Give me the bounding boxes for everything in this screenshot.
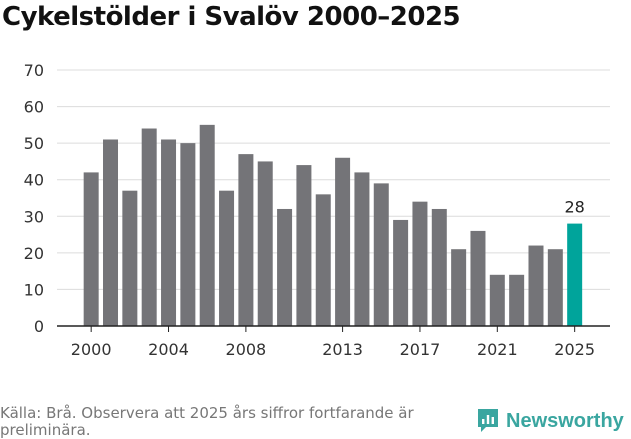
bar-2006: [199, 124, 215, 326]
newsworthy-logo-icon: [478, 409, 498, 432]
bar-2013: [335, 157, 351, 326]
data-labels: 28: [564, 198, 584, 217]
x-tick-label: 2013: [322, 340, 363, 359]
bar-2008: [238, 154, 254, 326]
brand-logo: Newsworthy: [476, 407, 624, 435]
y-tick-label: 70: [24, 61, 44, 80]
bar-2024: [547, 249, 563, 326]
y-tick-label: 30: [24, 207, 44, 226]
x-tick-label: 2021: [477, 340, 518, 359]
bar-2002: [122, 190, 138, 326]
bar-2009: [257, 161, 273, 326]
bar-2007: [219, 190, 235, 326]
source-note: Källa: Brå. Observera att 2025 års siffr…: [0, 404, 414, 439]
data-label-2025: 28: [564, 198, 584, 217]
bar-2001: [103, 139, 119, 326]
x-tick-label: 2008: [226, 340, 267, 359]
bar-2010: [277, 208, 293, 326]
bar-2003: [141, 128, 157, 326]
y-tick-label: 60: [24, 98, 44, 117]
grid-lines: [57, 69, 610, 290]
x-tick-label: 2004: [148, 340, 189, 359]
bar-2015: [373, 183, 389, 326]
y-tick-label: 0: [34, 317, 44, 336]
bar-2023: [528, 245, 544, 326]
bar-2022: [509, 274, 525, 326]
bar-2014: [354, 172, 370, 326]
bar-2012: [315, 194, 331, 326]
bar-2021: [489, 274, 505, 326]
bar-2025: [567, 223, 583, 326]
bars: [83, 124, 583, 326]
x-tick-label: 2017: [400, 340, 441, 359]
x-axis-tick-labels: 2000 2004 2008 2013 2017 2021 2025: [71, 326, 595, 359]
y-tick-label: 20: [24, 244, 44, 263]
bar-2000: [83, 172, 99, 326]
bar-2018: [431, 208, 447, 326]
brand-name: Newsworthy: [506, 409, 624, 432]
bar-2005: [180, 143, 196, 326]
bar-2011: [296, 165, 312, 326]
y-tick-label: 50: [24, 134, 44, 153]
bar-2017: [412, 201, 428, 326]
chart-title: Cykelstölder i Svalöv 2000–2025: [2, 2, 461, 32]
y-tick-label: 10: [24, 280, 44, 299]
x-tick-label: 2000: [71, 340, 112, 359]
y-axis-tick-labels: 0 10 20 30 40 50 60 70: [24, 61, 44, 336]
x-tick-label: 2025: [554, 340, 595, 359]
bar-2016: [393, 219, 409, 326]
bar-2004: [161, 139, 177, 326]
bar-2019: [451, 249, 467, 326]
bar-2020: [470, 230, 486, 326]
y-tick-label: 40: [24, 171, 44, 190]
